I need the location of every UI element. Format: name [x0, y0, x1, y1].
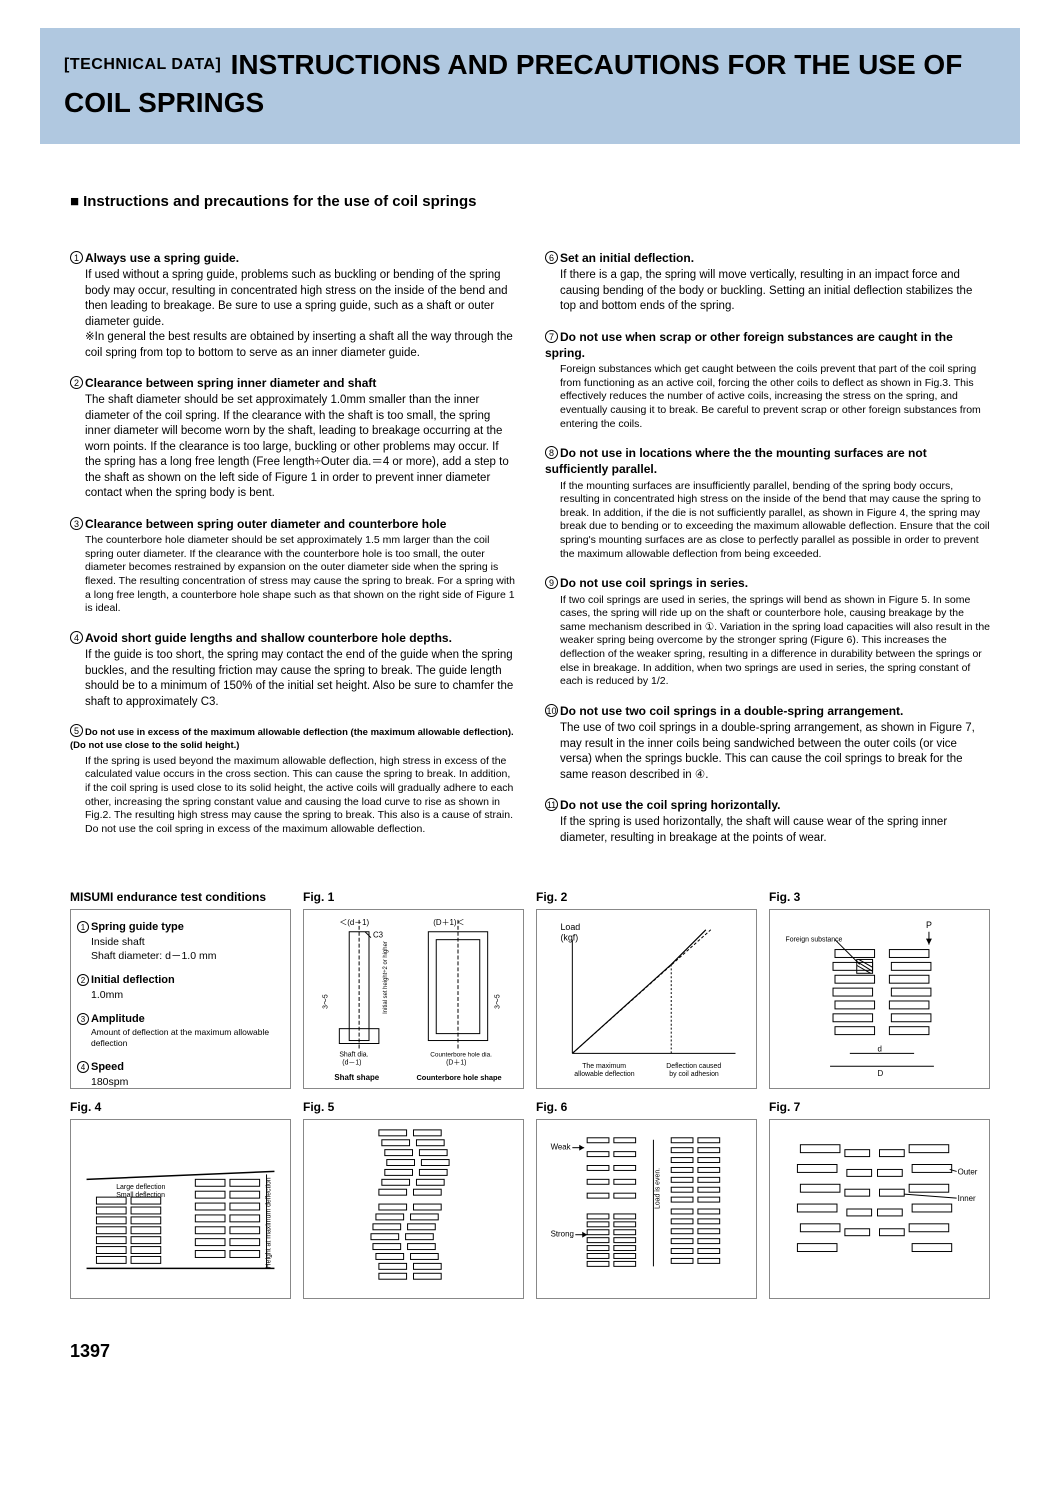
- svg-text:3～5: 3～5: [322, 994, 329, 1009]
- page-number: 1397: [0, 1319, 1060, 1383]
- svg-text:Deflection caused: Deflection caused: [666, 1063, 721, 1070]
- square-icon: ■: [70, 193, 79, 210]
- right-column: 6Set an initial deflection.If there is a…: [545, 250, 990, 861]
- fig7-cell: Fig. 7: [769, 1099, 990, 1299]
- fig2-box: Load (kgf) The maximum allowable deflect…: [536, 909, 757, 1089]
- svg-text:Shaft dia.: Shaft dia.: [339, 1051, 368, 1058]
- left-column: 1Always use a spring guide.If used witho…: [70, 250, 515, 861]
- fig3-svg: P Foreign substance: [770, 910, 989, 1088]
- fig2-svg: Load (kgf) The maximum allowable deflect…: [537, 910, 756, 1088]
- svg-text:3～5: 3～5: [495, 994, 502, 1009]
- fig2-cell: Fig. 2 Load (kgf) The maximum allowable …: [536, 889, 757, 1089]
- svg-text:Shaft shape: Shaft shape: [334, 1073, 379, 1082]
- page-content: ■Instructions and precautions for the us…: [0, 144, 1060, 1319]
- svg-text:Inner: Inner: [958, 1194, 976, 1203]
- fig3-cell: Fig. 3 P Foreign substance: [769, 889, 990, 1089]
- header-banner: [TECHNICAL DATA] INSTRUCTIONS AND PRECAU…: [40, 28, 1020, 144]
- text-columns: 1Always use a spring guide.If used witho…: [70, 250, 990, 861]
- svg-text:Foreign substance: Foreign substance: [786, 936, 843, 943]
- svg-text:The maximum: The maximum: [582, 1063, 626, 1070]
- fig5-cell: Fig. 5: [303, 1099, 524, 1299]
- svg-text:(D＋1): (D＋1): [446, 1058, 466, 1066]
- svg-text:Counterbore hole shape: Counterbore hole shape: [416, 1073, 501, 1082]
- svg-text:Weak: Weak: [551, 1143, 571, 1152]
- svg-text:Initial set height÷2 or higher: Initial set height÷2 or higher: [383, 941, 389, 1014]
- svg-text:Small deflection: Small deflection: [116, 1192, 165, 1199]
- fig5-box: [303, 1119, 524, 1299]
- fig2-label: Fig. 2: [536, 889, 757, 905]
- svg-text:Large deflection: Large deflection: [116, 1184, 165, 1191]
- test-conditions-cell: MISUMI endurance test conditions 1Spring…: [70, 889, 291, 1089]
- svg-text:Counterbore hole dia.: Counterbore hole dia.: [430, 1051, 492, 1058]
- section-title-text: Instructions and precautions for the use…: [83, 193, 476, 210]
- svg-text:＜(d－1): ＜(d－1): [339, 918, 369, 927]
- fig1-cell: Fig. 1 C3 ＜(d－1) (D＋1)＜ 3～5 3～5: [303, 889, 524, 1089]
- fig1-label: Fig. 1: [303, 889, 524, 905]
- fig6-cell: Fig. 6 Weak Strong: [536, 1099, 757, 1299]
- svg-text:(d－1): (d－1): [342, 1059, 361, 1066]
- svg-text:allowable deflection: allowable deflection: [574, 1071, 634, 1078]
- test-conditions-box: 1Spring guide typeInside shaft Shaft dia…: [70, 909, 291, 1089]
- svg-text:(kgf): (kgf): [560, 932, 578, 942]
- figures-row-1: MISUMI endurance test conditions 1Spring…: [70, 889, 990, 1089]
- section-title: ■Instructions and precautions for the us…: [70, 192, 990, 212]
- figures-row-2: Fig. 4: [70, 1099, 990, 1299]
- svg-text:Load: Load: [560, 921, 580, 931]
- svg-text:(D＋1)＜: (D＋1)＜: [433, 918, 464, 927]
- fig6-label: Fig. 6: [536, 1099, 757, 1115]
- svg-text:Outer: Outer: [958, 1167, 978, 1176]
- fig3-label: Fig. 3: [769, 889, 990, 905]
- svg-text:d: d: [878, 1044, 882, 1053]
- fig4-box: Large deflection Small deflection Height…: [70, 1119, 291, 1299]
- svg-text:Strong: Strong: [551, 1230, 574, 1239]
- svg-text:C3: C3: [373, 930, 384, 939]
- fig4-cell: Fig. 4: [70, 1099, 291, 1299]
- test-conditions-heading: MISUMI endurance test conditions: [70, 889, 291, 905]
- fig3-box: P Foreign substance: [769, 909, 990, 1089]
- fig4-label: Fig. 4: [70, 1099, 291, 1115]
- fig6-box: Weak Strong: [536, 1119, 757, 1299]
- svg-text:P: P: [926, 920, 932, 930]
- fig1-svg: C3 ＜(d－1) (D＋1)＜ 3～5 3～5 Initial set hei…: [304, 910, 523, 1088]
- fig7-box: Outer Inner: [769, 1119, 990, 1299]
- fig1-box: C3 ＜(d－1) (D＋1)＜ 3～5 3～5 Initial set hei…: [303, 909, 524, 1089]
- svg-text:D: D: [878, 1069, 884, 1078]
- fig7-label: Fig. 7: [769, 1099, 990, 1115]
- svg-text:by coil adhesion: by coil adhesion: [669, 1071, 719, 1078]
- header-tag: [TECHNICAL DATA]: [64, 56, 221, 73]
- fig5-label: Fig. 5: [303, 1099, 524, 1115]
- svg-text:Load is even.: Load is even.: [654, 1168, 661, 1209]
